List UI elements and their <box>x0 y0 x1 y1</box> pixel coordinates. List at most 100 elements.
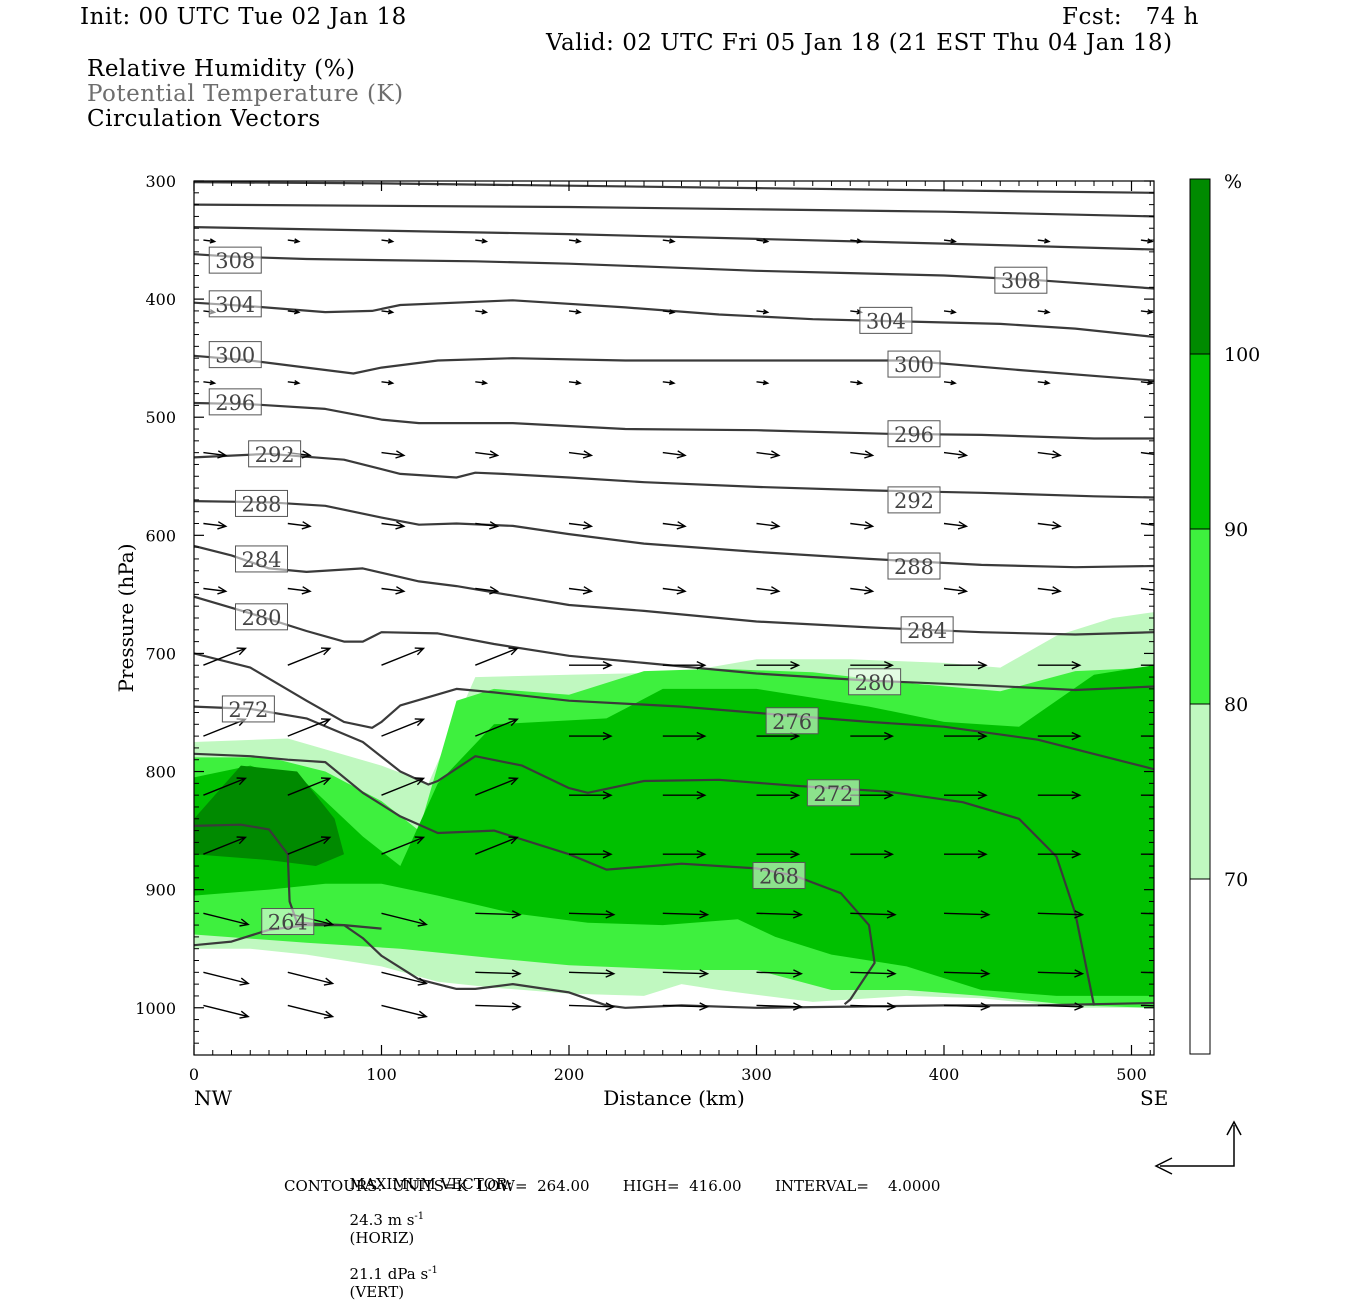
x-end-label-right: SE <box>1140 1086 1168 1110</box>
circulation-vector <box>850 969 897 978</box>
max-horiz-value: 24.3 m s <box>349 1211 415 1229</box>
circulation-vector <box>203 586 228 595</box>
circulation-vector <box>662 969 710 978</box>
circulation-vector <box>287 971 335 986</box>
circulation-vector <box>662 586 687 595</box>
contour-label-280: 280 <box>855 671 895 695</box>
circulation-vector <box>662 521 687 530</box>
colorbar-segment <box>1189 178 1211 355</box>
circulation-vector <box>568 969 616 978</box>
y-tick-label: 900 <box>145 881 176 900</box>
max-vector-label: MAXIMUM VECTOR: <box>349 1175 513 1193</box>
x-tick-label: 300 <box>741 1065 772 1084</box>
circulation-vector <box>850 380 864 386</box>
contour-label-box <box>208 246 262 274</box>
theta-contour-unlabeled-15 <box>194 226 1154 251</box>
circulation-vector <box>1140 587 1154 591</box>
circulation-vector <box>943 910 991 919</box>
circulation-vector <box>203 912 250 927</box>
theta-contour-308 <box>194 253 1154 290</box>
circulation-vector <box>662 910 710 919</box>
circulation-vector <box>381 836 426 855</box>
circulation-vector <box>756 309 770 315</box>
circulation-vector <box>475 450 500 459</box>
circulation-vector <box>381 647 426 666</box>
circulation-vector <box>475 1002 522 1011</box>
circulation-vector <box>850 586 875 595</box>
contour-label-264: 264 <box>268 911 308 935</box>
circulation-vector <box>569 849 613 859</box>
reference-vector-icon <box>1154 1120 1242 1175</box>
theta-contour-268 <box>194 752 876 1006</box>
circulation-vector <box>381 309 395 315</box>
contour-label-272: 272 <box>813 782 853 806</box>
contour-label-296: 296 <box>215 391 255 415</box>
theta-contour-292 <box>194 452 1154 499</box>
circulation-vector <box>381 777 426 796</box>
theta-contour-276 <box>194 652 1154 771</box>
circulation-vector <box>756 660 801 670</box>
contour-label-box <box>994 266 1048 294</box>
circulation-vector <box>287 777 332 796</box>
circulation-vector <box>475 309 489 315</box>
circulation-vectors <box>203 238 1154 1019</box>
circulation-vector <box>1037 910 1085 919</box>
contour-label-box <box>859 306 913 334</box>
theta-contour-280 <box>194 595 1154 692</box>
circulation-vector <box>1037 521 1062 530</box>
max-horiz-tag: (HORIZ) <box>349 1229 415 1247</box>
circulation-vector <box>475 521 500 530</box>
x-tick-label: 200 <box>554 1065 585 1084</box>
circulation-vector <box>943 380 957 386</box>
circulation-vector <box>203 836 247 855</box>
circulation-vector <box>381 718 426 737</box>
colorbar-segment <box>1189 878 1211 1055</box>
circulation-vector <box>850 1002 897 1011</box>
contour-label-box <box>208 388 262 416</box>
circulation-vector <box>756 790 801 800</box>
contour-label-box <box>752 861 806 889</box>
rh-shading <box>194 612 1154 1008</box>
circulation-vector <box>203 238 217 244</box>
circulation-vector <box>203 971 250 986</box>
circulation-vector <box>287 309 301 315</box>
circulation-vector <box>475 836 519 855</box>
circulation-vector <box>944 790 988 800</box>
circulation-vector <box>475 586 500 595</box>
field-rh: Relative Humidity (%) <box>87 56 356 82</box>
theta-contour-296 <box>194 401 1154 440</box>
max-vert-tag: (VERT) <box>349 1283 405 1301</box>
circulation-vector <box>1140 451 1154 455</box>
contour-label-276: 276 <box>772 710 812 734</box>
forecast-hour: Fcst: 74 h <box>1062 4 1199 30</box>
max-vert-value: 21.1 dPa s <box>349 1265 429 1283</box>
circulation-vector <box>756 1002 804 1011</box>
circulation-vector <box>943 450 969 459</box>
circulation-vector <box>287 718 332 737</box>
field-theta: Potential Temperature (K) <box>87 81 404 107</box>
circulation-vector <box>756 910 804 919</box>
circulation-vector <box>475 647 519 666</box>
colorbar-label: 100 <box>1224 344 1260 366</box>
contour-label-308: 308 <box>1001 269 1041 293</box>
contour-label-box <box>848 668 902 696</box>
contour-label-box <box>248 440 302 468</box>
circulation-vector <box>203 647 247 666</box>
circulation-vector <box>287 521 312 530</box>
contour-label-box <box>887 420 941 448</box>
y-tick-label: 800 <box>145 763 176 782</box>
circulation-vector <box>1140 664 1154 666</box>
contour-label-box <box>765 707 819 735</box>
circulation-vector <box>203 380 217 386</box>
y-tick-label: 500 <box>145 408 176 427</box>
theta-contour-272 <box>194 705 1096 1006</box>
contour-label-288: 288 <box>241 492 281 516</box>
circulation-vector <box>756 450 781 459</box>
circulation-vector <box>475 718 519 737</box>
circulation-vector <box>944 660 988 670</box>
circulation-vector <box>1037 660 1082 670</box>
circulation-vector <box>662 731 707 741</box>
circulation-vector <box>381 912 428 927</box>
circulation-vector <box>287 238 301 244</box>
circulation-vector <box>381 380 395 386</box>
